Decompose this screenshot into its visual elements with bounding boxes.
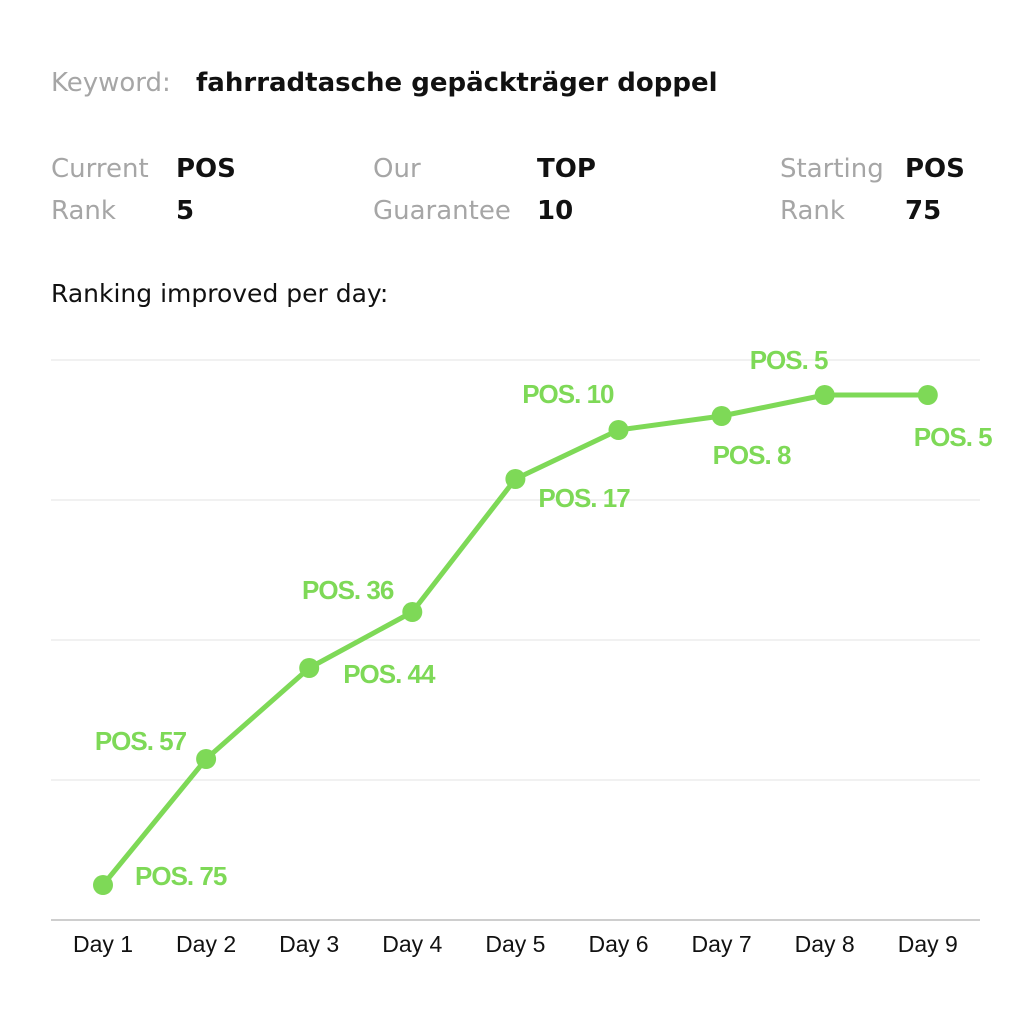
data-label: POS. 8: [713, 440, 791, 470]
data-label: POS. 10: [522, 379, 614, 409]
stat-value: 5: [176, 196, 195, 226]
stat-label: Rank: [780, 196, 845, 226]
data-point: [93, 875, 113, 895]
data-label: POS. 57: [95, 726, 187, 756]
x-tick-label: Day 8: [795, 931, 855, 957]
x-tick-label: Day 6: [588, 931, 648, 957]
data-point: [402, 602, 423, 622]
chart-title: Ranking improved per day:: [51, 279, 389, 308]
data-point: [299, 658, 320, 678]
stat-label: Rank: [51, 196, 116, 226]
stat-label: Starting: [780, 154, 884, 184]
stat-value: POS: [905, 154, 965, 184]
stat-value: POS: [176, 154, 236, 184]
data-label: POS. 5: [914, 422, 992, 452]
stat-label: Our: [373, 154, 421, 184]
keyword-label: Keyword:: [51, 68, 171, 98]
data-label: POS. 36: [302, 575, 394, 605]
stat-label: Guarantee: [373, 196, 511, 226]
x-tick-label: Day 9: [898, 931, 958, 957]
data-label: POS. 5: [750, 345, 828, 375]
x-tick-label: Day 4: [382, 931, 442, 957]
data-point: [711, 406, 732, 426]
stat-value: 10: [537, 196, 574, 226]
data-point: [814, 385, 835, 405]
data-label: POS. 44: [343, 659, 436, 689]
x-tick-label: Day 2: [176, 931, 236, 957]
data-point: [505, 469, 526, 489]
x-tick-label: Day 1: [73, 931, 133, 957]
data-point: [196, 749, 217, 769]
data-label: POS. 75: [135, 861, 227, 891]
x-tick-label: Day 3: [279, 931, 339, 957]
stat-value: TOP: [537, 154, 596, 184]
x-tick-label: Day 7: [692, 931, 752, 957]
stat-value: 75: [905, 196, 942, 226]
data-label: POS. 17: [538, 483, 630, 513]
x-tick-label: Day 5: [485, 931, 545, 957]
data-point: [608, 420, 629, 440]
keyword-value: fahrradtasche gepäckträger doppel: [196, 68, 718, 98]
stat-label: Current: [51, 154, 149, 184]
data-point: [917, 385, 938, 405]
